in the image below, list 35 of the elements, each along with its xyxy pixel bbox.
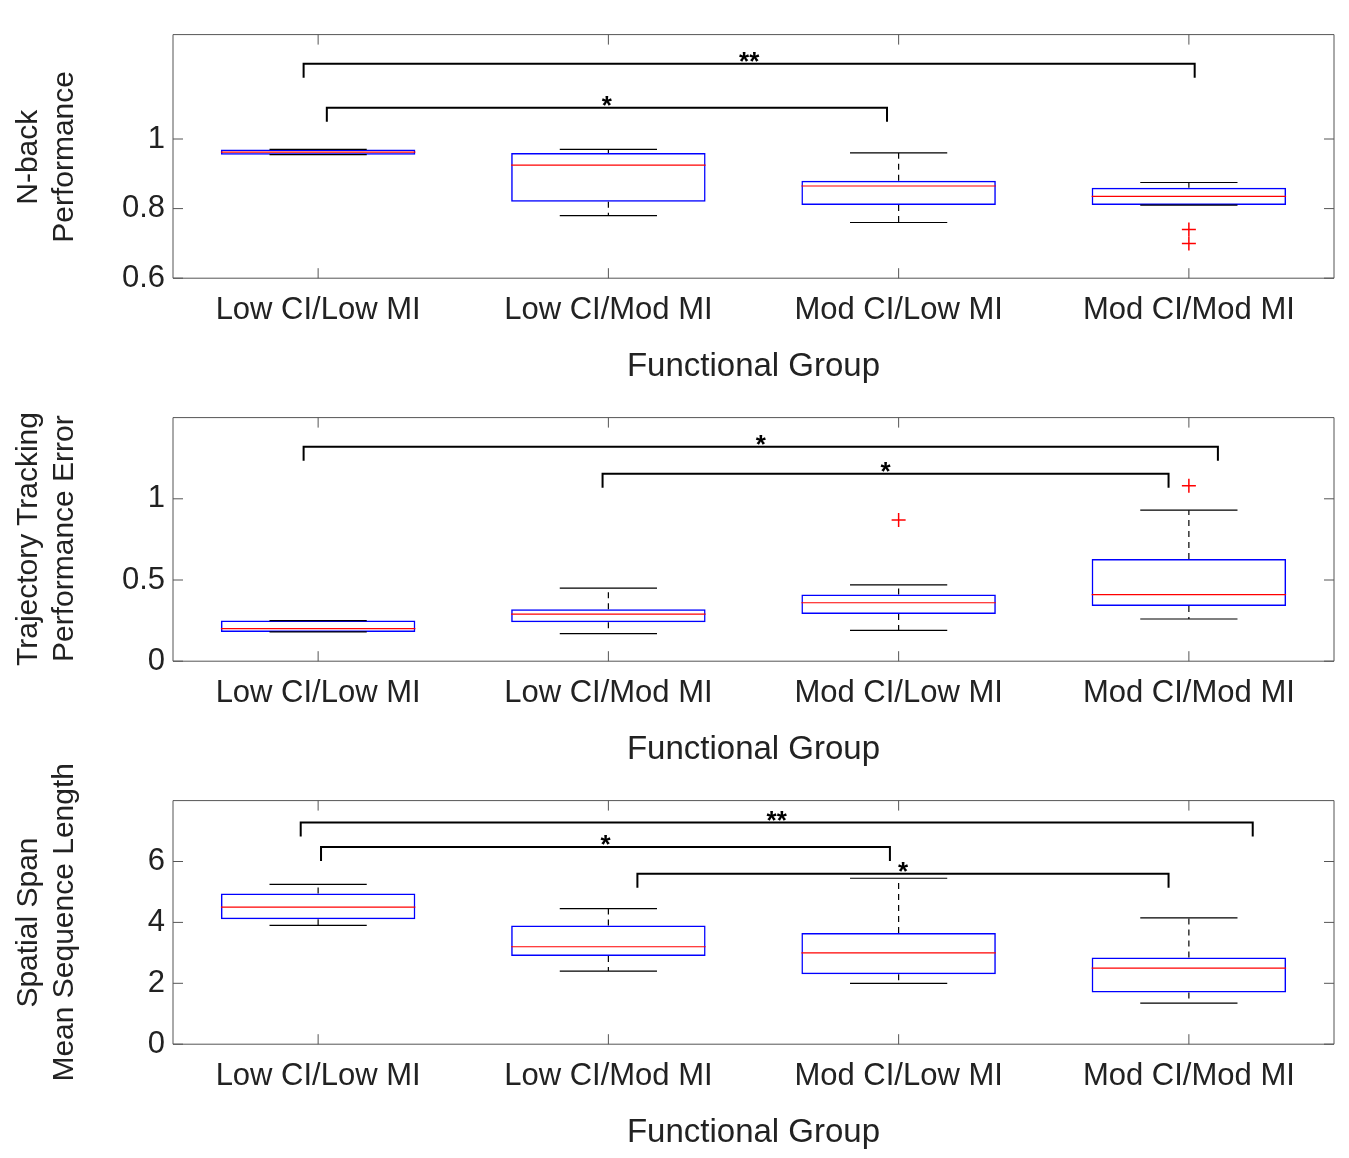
x-tick-label: Low CI/Low MI bbox=[215, 674, 421, 710]
x-tick-label: Low CI/Mod MI bbox=[504, 291, 713, 327]
x-tick-label: Mod CI/Mod MI bbox=[1082, 291, 1295, 327]
x-tick-label: Low CI/Mod MI bbox=[504, 1057, 713, 1093]
x-axis-title: Functional Group bbox=[626, 346, 881, 384]
x-tick-label: Low CI/Low MI bbox=[215, 1057, 421, 1093]
annotation: * bbox=[755, 428, 767, 459]
x-tick-label: Mod CI/Mod MI bbox=[1082, 674, 1295, 710]
x-axis-title: Functional Group bbox=[626, 1112, 881, 1150]
x-tick-label: Mod CI/Low MI bbox=[794, 1057, 1003, 1093]
annotation: ** bbox=[739, 45, 761, 76]
annotation: * bbox=[880, 455, 892, 486]
annotation: ** bbox=[766, 804, 788, 835]
x-tick-label: Mod CI/Low MI bbox=[794, 674, 1003, 710]
annotation: * bbox=[601, 89, 613, 120]
y-tick-label: 0.8 bbox=[121, 189, 165, 225]
y-tick-label: 2 bbox=[147, 963, 165, 999]
y-tick-label: 6 bbox=[147, 842, 165, 878]
y-axis-title: Trajectory Tracking Performance Error bbox=[9, 412, 80, 667]
y-tick-label: 0.6 bbox=[121, 258, 165, 294]
annotation: * bbox=[897, 855, 909, 886]
x-tick-label: Low CI/Mod MI bbox=[504, 674, 713, 710]
y-tick-label: 4 bbox=[147, 902, 165, 938]
y-tick-label: 1 bbox=[147, 119, 165, 155]
y-tick-label: 1 bbox=[147, 479, 165, 515]
x-tick-label: Mod CI/Mod MI bbox=[1082, 1057, 1295, 1093]
annotation: * bbox=[600, 828, 612, 859]
y-tick-label: 0 bbox=[147, 1024, 165, 1060]
y-axis-title: N-back Performance bbox=[9, 70, 80, 243]
x-tick-label: Mod CI/Low MI bbox=[794, 291, 1003, 327]
x-axis-title: Functional Group bbox=[626, 729, 881, 767]
y-tick-label: 0.5 bbox=[121, 560, 165, 596]
x-tick-label: Low CI/Low MI bbox=[215, 291, 421, 327]
y-axis-title: Spatial Span Mean Sequence Length bbox=[9, 763, 80, 1082]
y-tick-label: 0 bbox=[147, 641, 165, 677]
